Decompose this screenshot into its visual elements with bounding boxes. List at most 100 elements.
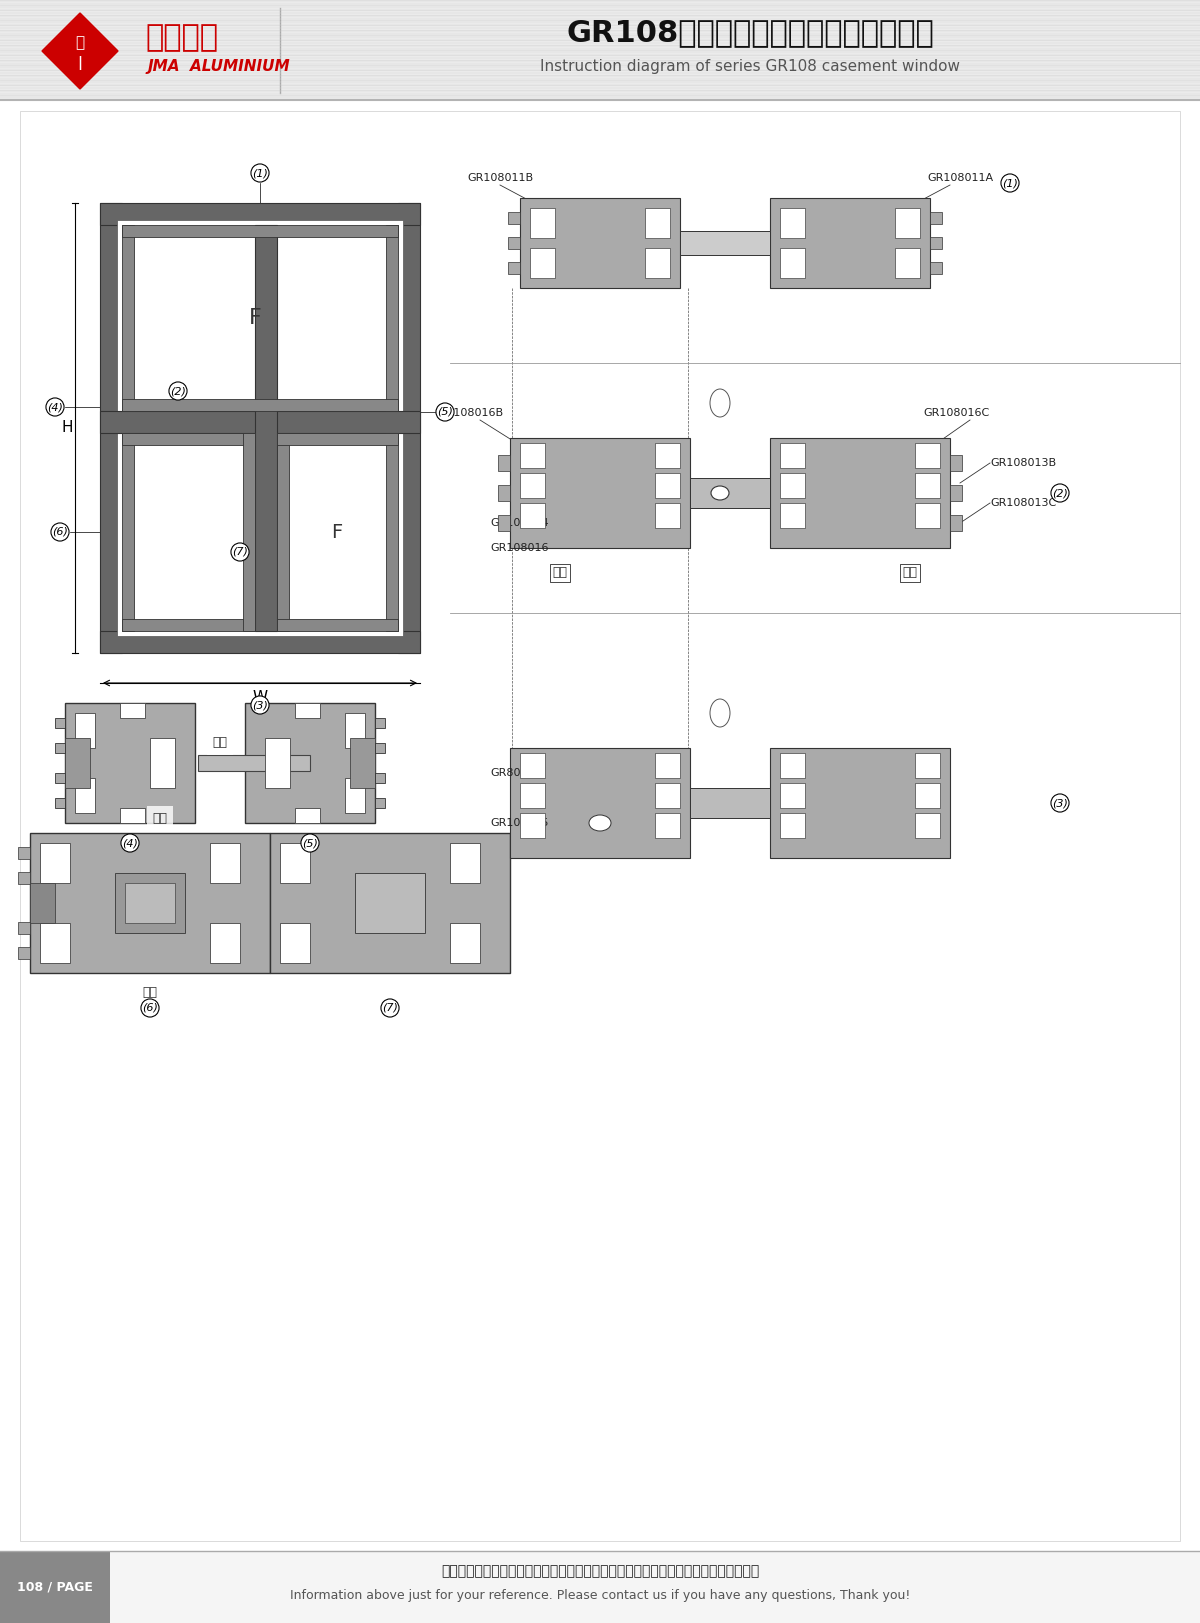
Ellipse shape: [710, 700, 730, 727]
Ellipse shape: [710, 485, 730, 500]
Bar: [150, 738, 175, 789]
Text: 室外: 室外: [212, 836, 228, 849]
Bar: [690, 479, 770, 508]
Bar: [655, 443, 680, 467]
Text: GR108016B: GR108016B: [437, 407, 503, 419]
Text: 室内: 室内: [212, 737, 228, 750]
Text: 室外: 室外: [902, 566, 918, 579]
Text: (2): (2): [1052, 489, 1068, 498]
Text: (6): (6): [142, 1003, 158, 1013]
Text: GR108016: GR108016: [490, 544, 548, 553]
Text: (7): (7): [232, 547, 248, 557]
Bar: [680, 230, 770, 255]
Text: GR108013C: GR108013C: [990, 498, 1056, 508]
Bar: [895, 248, 920, 278]
Text: W: W: [252, 690, 268, 706]
Bar: [398, 203, 420, 652]
Text: Information above just for your reference. Please contact us if you have any que: Information above just for your referenc…: [290, 1589, 910, 1602]
Bar: [122, 433, 256, 631]
Bar: [780, 248, 805, 278]
Bar: [374, 799, 385, 808]
Bar: [100, 203, 420, 226]
Bar: [280, 842, 310, 883]
Bar: [780, 208, 805, 239]
Bar: [916, 813, 940, 837]
Bar: [770, 438, 950, 549]
Text: GR108014: GR108014: [490, 518, 548, 527]
Bar: [295, 808, 320, 823]
Bar: [65, 703, 194, 823]
Bar: [386, 433, 398, 631]
Bar: [520, 503, 545, 527]
Bar: [450, 923, 480, 962]
Bar: [530, 208, 554, 239]
Bar: [277, 433, 398, 631]
Bar: [530, 248, 554, 278]
Bar: [510, 748, 690, 859]
Bar: [210, 842, 240, 883]
Text: H: H: [61, 420, 73, 435]
Bar: [498, 454, 510, 471]
Bar: [430, 174, 1190, 1373]
Bar: [0, 1552, 110, 1623]
Bar: [346, 712, 365, 748]
Bar: [122, 433, 134, 631]
Bar: [0, 1552, 1200, 1623]
Bar: [100, 411, 420, 433]
Bar: [40, 842, 70, 883]
Bar: [498, 514, 510, 531]
Text: GR80A86: GR80A86: [490, 768, 542, 777]
Bar: [655, 813, 680, 837]
Bar: [950, 454, 962, 471]
Text: (7): (7): [382, 1003, 398, 1013]
Text: 图中所示型材截面、装配、编号、尺寸及重量仅供参考。如有疑问，请向本公司查询。: 图中所示型材截面、装配、编号、尺寸及重量仅供参考。如有疑问，请向本公司查询。: [440, 1565, 760, 1578]
Text: JMA  ALUMINIUM: JMA ALUMINIUM: [148, 60, 290, 75]
Text: F: F: [248, 308, 262, 328]
Bar: [498, 485, 510, 502]
Polygon shape: [42, 13, 118, 89]
Text: Instruction diagram of series GR108 casement window: Instruction diagram of series GR108 case…: [540, 60, 960, 75]
Bar: [30, 883, 55, 923]
Bar: [520, 753, 545, 777]
Bar: [520, 813, 545, 837]
Bar: [520, 472, 545, 498]
Bar: [122, 399, 398, 411]
Bar: [520, 198, 680, 287]
Bar: [916, 472, 940, 498]
Bar: [780, 472, 805, 498]
Bar: [646, 208, 670, 239]
Text: (1): (1): [1002, 179, 1018, 188]
Text: (4): (4): [122, 837, 138, 847]
Bar: [950, 514, 962, 531]
Bar: [916, 753, 940, 777]
Bar: [655, 503, 680, 527]
Text: F: F: [331, 523, 343, 542]
Text: |: |: [78, 57, 83, 70]
Bar: [780, 782, 805, 808]
Text: (2): (2): [170, 386, 186, 396]
Bar: [18, 946, 30, 959]
Bar: [122, 433, 256, 445]
Text: GR108013B: GR108013B: [990, 458, 1056, 467]
Bar: [270, 833, 510, 974]
Text: (4): (4): [47, 403, 62, 412]
Text: GR108015: GR108015: [490, 818, 548, 828]
Bar: [198, 755, 310, 771]
Bar: [125, 883, 175, 923]
Bar: [40, 923, 70, 962]
Bar: [265, 738, 290, 789]
Bar: [508, 213, 520, 224]
Text: 室外: 室外: [143, 987, 157, 1000]
Bar: [210, 923, 240, 962]
Bar: [770, 748, 950, 859]
Bar: [780, 443, 805, 467]
Ellipse shape: [710, 390, 730, 417]
Bar: [916, 782, 940, 808]
Bar: [115, 873, 185, 933]
Bar: [350, 738, 374, 789]
Text: 门: 门: [76, 36, 84, 50]
Bar: [510, 438, 690, 549]
Bar: [655, 782, 680, 808]
Bar: [780, 753, 805, 777]
Bar: [930, 237, 942, 248]
